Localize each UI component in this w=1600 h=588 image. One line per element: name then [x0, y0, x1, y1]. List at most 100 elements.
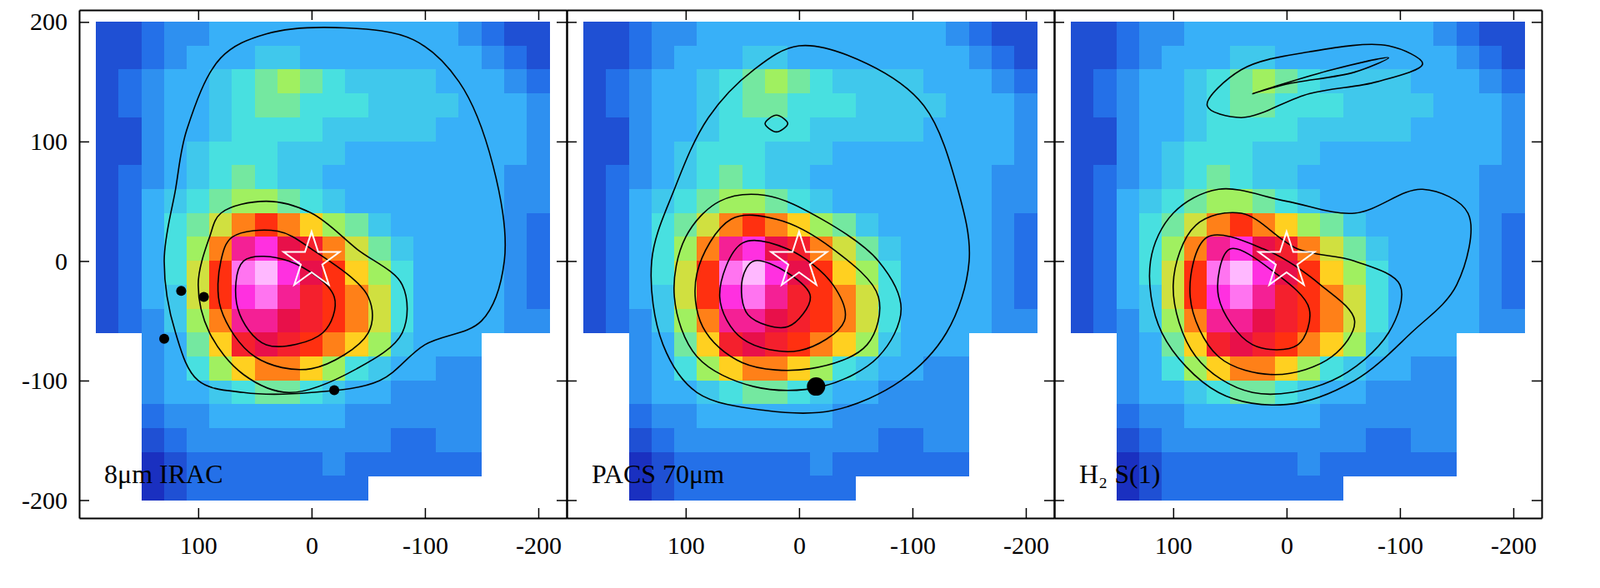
- tick: [1531, 141, 1542, 143]
- cell: [810, 21, 834, 46]
- cell: [345, 285, 369, 310]
- cell: [1070, 21, 1095, 46]
- cell: [390, 404, 415, 429]
- cell: [1230, 141, 1254, 166]
- cell: [1116, 260, 1140, 285]
- cell: [696, 21, 720, 46]
- cell: [300, 21, 324, 46]
- cell: [164, 141, 188, 166]
- y-axis-right: [1531, 10, 1543, 520]
- tick: [198, 10, 200, 20]
- cell: [742, 260, 766, 285]
- cell: [1297, 236, 1321, 261]
- cell: [1320, 475, 1344, 500]
- tick: [1044, 141, 1055, 143]
- axis-line: [79, 10, 81, 520]
- cell: [1501, 309, 1525, 334]
- cell: [1410, 117, 1435, 142]
- cell: [1410, 189, 1435, 214]
- tick-label: 0: [793, 531, 806, 560]
- panel: 1000-100-200H₂ S(1): [1054, 10, 1543, 560]
- cell: [141, 189, 165, 214]
- axis-line: [80, 518, 568, 520]
- cell: [1139, 380, 1163, 405]
- cell: [345, 141, 369, 166]
- cell: [1139, 141, 1163, 166]
- cell: [526, 93, 550, 118]
- tick: [912, 10, 914, 20]
- cell: [1093, 213, 1117, 238]
- cell: [1365, 356, 1390, 381]
- cell: [458, 285, 482, 310]
- cell: [322, 213, 346, 238]
- cell: [1275, 404, 1299, 429]
- cell: [277, 21, 301, 46]
- axis-line: [1541, 10, 1544, 520]
- cell: [583, 45, 607, 70]
- point-source: [806, 377, 825, 396]
- cell: [1070, 117, 1095, 142]
- cell: [1275, 428, 1299, 453]
- point-source: [175, 285, 186, 296]
- tick: [1531, 500, 1542, 501]
- cell: [118, 236, 142, 261]
- cell: [1230, 213, 1254, 238]
- figure: 1000-100-200-200-10001002008μm IRAC1000-…: [0, 0, 1600, 588]
- cell: [787, 189, 811, 214]
- cell: [605, 45, 630, 70]
- cell: [1365, 213, 1390, 238]
- cell: [1230, 428, 1254, 453]
- cell: [1320, 309, 1344, 334]
- tick-mark: [311, 508, 314, 519]
- cell: [277, 285, 301, 310]
- tick-label: -100: [21, 366, 68, 395]
- tick-label: -100: [1377, 531, 1424, 560]
- cell: [345, 404, 369, 429]
- cell: [95, 117, 120, 142]
- cell: [1410, 452, 1435, 477]
- star: [283, 231, 340, 285]
- cell: [991, 45, 1015, 70]
- cell: [923, 309, 947, 334]
- cell: [900, 332, 925, 357]
- cell: [1139, 428, 1163, 453]
- cell: [255, 93, 279, 118]
- cell: [413, 165, 437, 190]
- cell: [186, 69, 210, 94]
- cell: [1410, 380, 1435, 405]
- cell: [277, 165, 301, 190]
- cell: [255, 45, 279, 70]
- cells: [583, 21, 1038, 501]
- cell: [787, 404, 811, 429]
- cell: [1116, 213, 1140, 238]
- cell: [435, 117, 460, 142]
- cell: [1093, 21, 1117, 46]
- cell: [1252, 165, 1276, 190]
- cell: [674, 45, 698, 70]
- tick-label: -200: [1003, 531, 1050, 560]
- cell: [1343, 141, 1367, 166]
- cell: [118, 117, 142, 142]
- cell: [413, 236, 437, 261]
- cell: [1501, 69, 1525, 94]
- cell: [322, 428, 346, 453]
- cell: [390, 45, 415, 70]
- cell: [900, 428, 925, 453]
- cell: [1297, 332, 1321, 357]
- cell: [1161, 475, 1185, 500]
- tick: -200: [1490, 508, 1537, 560]
- cell: [255, 260, 279, 285]
- cell: [765, 236, 789, 261]
- cell: [1139, 189, 1163, 214]
- contour: [1217, 248, 1310, 350]
- cell: [1433, 285, 1457, 310]
- cell: [345, 21, 369, 46]
- cell: [1388, 93, 1412, 118]
- cell: [390, 21, 415, 46]
- tick: -100: [402, 508, 449, 560]
- cell: [832, 69, 856, 94]
- cell: [765, 141, 789, 166]
- cell: [991, 117, 1015, 142]
- cell: [810, 404, 834, 429]
- cell: [164, 236, 188, 261]
